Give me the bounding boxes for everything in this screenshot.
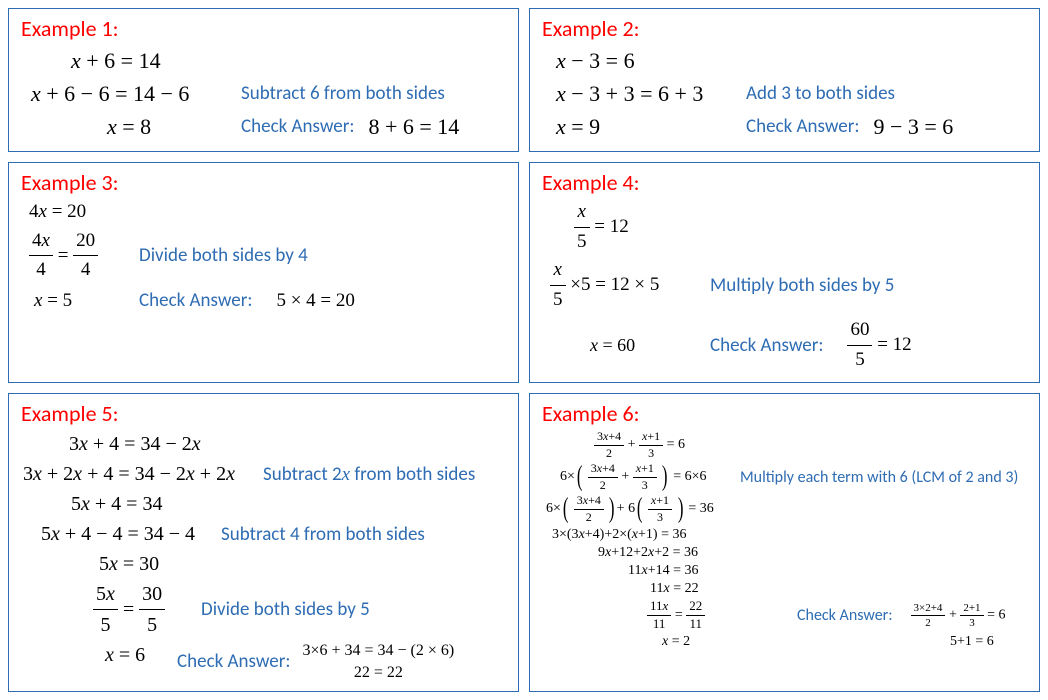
ex3-check: 5 × 4 = 20 [276, 287, 354, 316]
ex1-title: Example 1: [21, 15, 506, 42]
ex3-line2: 4x4 = 204 [29, 227, 139, 285]
ex6-title: Example 6: [542, 400, 1027, 427]
example-2: Example 2: x − 3 = 6 x − 3 + 3 = 6 + 3 A… [529, 8, 1040, 152]
ex5-line3: 5x + 4 = 34 [71, 489, 506, 519]
ex5-line6: 5x5 = 305 [93, 579, 201, 640]
ex5-title: Example 5: [21, 400, 506, 427]
ex1-line2: x + 6 − 6 = 14 − 6 [31, 77, 241, 110]
ex4-hint1: Multiply both sides by 5 [710, 274, 894, 297]
ex6-line9: 11x11 = 2211 [647, 598, 747, 633]
ex1-hint1: Subtract 6 from both sides [241, 82, 445, 105]
ex5-line4: 5x + 4 − 4 = 34 − 4 [41, 519, 221, 549]
ex2-line3: x = 9 [556, 110, 746, 143]
ex4-line1: x5 = 12 [574, 198, 1027, 256]
ex5-line5: 5x = 30 [99, 549, 506, 579]
ex6-check2: 5+1 = 6 [950, 633, 994, 651]
example-3: Example 3: 4x = 20 4x4 = 204 Divide both… [8, 162, 519, 383]
examples-grid: Example 1: x + 6 = 14 x + 6 − 6 = 14 − 6… [8, 8, 1040, 692]
ex3-title: Example 3: [21, 169, 506, 196]
ex4-check: 605 = 12 [847, 316, 911, 374]
example-6: Example 6: 3x+42 + x+13 = 6 6×( 3x+42 + … [529, 393, 1040, 692]
ex5-check2: 22 = 22 [302, 662, 454, 684]
ex6-line8: 11x = 22 [650, 580, 1027, 598]
ex6-line1: 3x+42 + x+13 = 6 [594, 429, 1027, 461]
example-1: Example 1: x + 6 = 14 x + 6 − 6 = 14 − 6… [8, 8, 519, 152]
ex1-line3: x = 8 [107, 110, 241, 143]
ex2-title: Example 2: [542, 15, 1027, 42]
ex6-hint1: Multiply each term with 6 (LCM of 2 and … [740, 468, 1018, 487]
ex2-line2: x − 3 + 3 = 6 + 3 [556, 77, 746, 110]
ex5-line1: 3x + 4 = 34 − 2x [69, 429, 506, 459]
ex6-line10: x = 2 [662, 633, 762, 651]
ex2-line1: x − 3 = 6 [556, 44, 1027, 77]
ex4-line2: x5 ×5 = 12 × 5 [550, 256, 710, 314]
ex2-check-label: Check Answer: [746, 115, 859, 138]
ex5-line7: x = 6 [105, 640, 177, 670]
ex1-check-label: Check Answer: [241, 115, 354, 138]
ex5-hint3: Divide both sides by 5 [201, 598, 370, 621]
ex2-check: 9 − 3 = 6 [873, 110, 953, 143]
ex3-hint1: Divide both sides by 4 [139, 244, 308, 267]
ex3-line3: x = 5 [34, 287, 139, 316]
ex6-check1: 3×2+42 + 2+13 = 6 [911, 601, 1006, 631]
ex4-line3: x = 60 [590, 332, 710, 359]
ex1-check: 8 + 6 = 14 [368, 110, 459, 143]
ex6-line7: 11x+14 = 36 [628, 562, 1027, 580]
ex1-line1: x + 6 = 14 [71, 44, 506, 77]
ex5-check-label: Check Answer: [177, 640, 290, 673]
ex5-hint2: Subtract 4 from both sides [221, 523, 425, 546]
ex6-line3: 6×( 3x+42 )+ 6( x+13 ) = 36 [546, 493, 1027, 525]
ex4-title: Example 4: [542, 169, 1027, 196]
ex3-check-label: Check Answer: [139, 289, 252, 312]
ex6-line2: 6×( 3x+42 + x+13 ) = 6×6 [560, 461, 740, 493]
ex5-line2: 3x + 2x + 4 = 34 − 2x + 2x [23, 459, 263, 489]
ex6-line5: 3×(3x+4)+2×(x+1) = 36 [552, 526, 1027, 544]
ex6-check-label: Check Answer: [797, 606, 893, 625]
example-4: Example 4: x5 = 12 x5 ×5 = 12 × 5 Multip… [529, 162, 1040, 383]
ex2-hint1: Add 3 to both sides [746, 82, 895, 105]
ex5-hint1: Subtract 2x from both sides [263, 463, 475, 486]
ex3-line1: 4x = 20 [29, 198, 506, 227]
ex5-check1: 3×6 + 34 = 34 − (2 × 6) [302, 640, 454, 662]
ex4-check-label: Check Answer: [710, 334, 823, 357]
ex6-line6: 9x+12+2x+2 = 36 [598, 544, 1027, 562]
example-5: Example 5: 3x + 4 = 34 − 2x 3x + 2x + 4 … [8, 393, 519, 692]
